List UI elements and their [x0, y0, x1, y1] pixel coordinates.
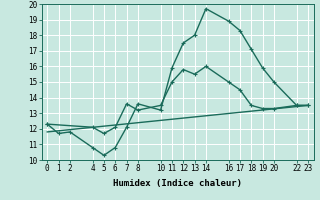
- X-axis label: Humidex (Indice chaleur): Humidex (Indice chaleur): [113, 179, 242, 188]
